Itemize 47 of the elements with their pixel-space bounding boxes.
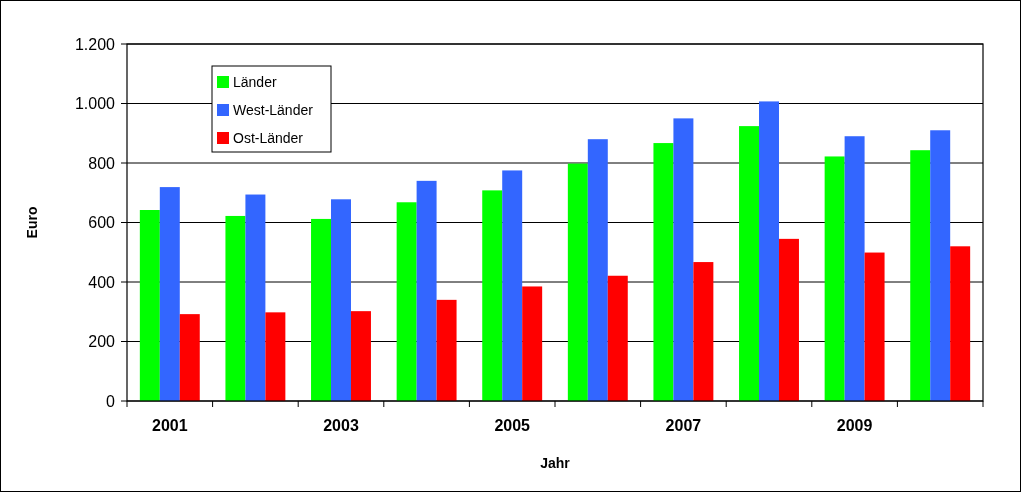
bar <box>225 215 246 401</box>
bar <box>653 143 674 401</box>
bar <box>265 312 286 401</box>
y-tick-label: 1.200 <box>74 35 116 53</box>
x-tick-label: 2007 <box>665 417 702 434</box>
bar <box>350 311 371 401</box>
bar <box>673 118 694 401</box>
y-tick-label: 200 <box>88 333 116 351</box>
y-tick-label: 1.000 <box>74 95 116 113</box>
bar <box>930 130 951 401</box>
bar <box>739 126 760 401</box>
x-tick-label: 2005 <box>494 417 531 434</box>
y-tick-label: 800 <box>88 154 116 172</box>
bar <box>950 246 971 401</box>
bar <box>607 275 628 401</box>
bar <box>159 187 180 401</box>
bar <box>864 252 885 401</box>
bar <box>416 180 437 401</box>
legend-label: West-Länder <box>233 101 314 118</box>
x-tick-label: 2001 <box>152 417 188 434</box>
bar <box>436 299 457 401</box>
y-tick-label: 0 <box>106 392 116 410</box>
bar <box>567 163 588 401</box>
bar <box>522 286 543 401</box>
x-tick-label: 2009 <box>836 417 873 434</box>
bar <box>778 238 799 401</box>
y-tick-label: 600 <box>88 214 116 232</box>
x-axis-title: Jahr <box>540 455 571 471</box>
bar <box>245 194 266 401</box>
bar <box>824 156 845 401</box>
bar <box>910 150 931 401</box>
bar <box>693 262 714 401</box>
legend-label: Ost-Länder <box>233 129 304 146</box>
y-tick-label: 400 <box>88 273 116 291</box>
bar <box>331 199 351 401</box>
bar <box>502 170 523 401</box>
bar <box>396 202 417 401</box>
bar <box>844 136 865 401</box>
y-axis-title: Euro <box>24 206 40 239</box>
bar <box>179 314 200 401</box>
bar <box>587 139 608 401</box>
legend-label: Länder <box>233 73 277 90</box>
bar <box>482 190 503 401</box>
bar <box>311 218 332 401</box>
x-tick-label: 2003 <box>323 417 359 434</box>
bar <box>139 210 160 401</box>
bar <box>759 101 779 401</box>
